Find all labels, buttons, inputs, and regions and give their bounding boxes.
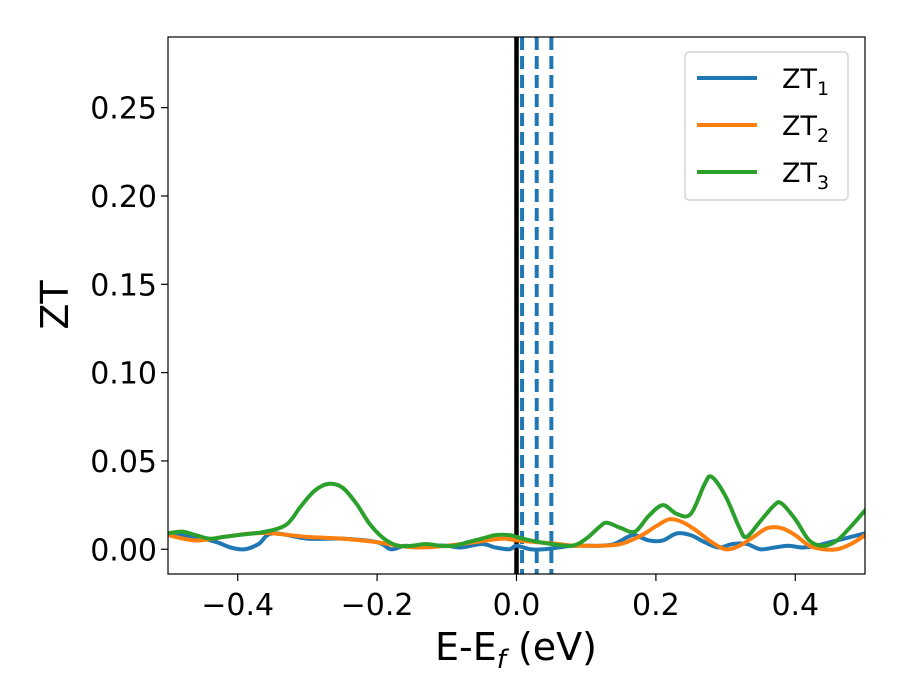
y-tick-label: 0.20 <box>90 180 157 215</box>
legend-label: ZT2 <box>782 111 829 147</box>
series-lines <box>168 474 865 552</box>
legend: ZT1 ZT2 ZT3 <box>684 51 849 201</box>
legend-label: ZT1 <box>782 64 829 100</box>
legend-frame <box>684 51 849 201</box>
series-line-zt2 <box>168 517 865 552</box>
x-axis-label: E-Ef (eV) <box>435 625 597 675</box>
reference-lines <box>514 37 554 574</box>
y-tick-label: 0.15 <box>90 268 157 303</box>
x-tick-label: 0.4 <box>771 588 819 623</box>
x-tick-label: −0.4 <box>201 588 274 623</box>
series-line-zt3 <box>168 474 865 549</box>
y-tick-label: 0.05 <box>90 445 157 480</box>
legend-label: ZT3 <box>782 158 829 194</box>
x-tick-label: 0.2 <box>632 588 680 623</box>
y-axis-ticks: 0.00 0.05 0.10 0.15 0.20 0.25 <box>90 92 168 568</box>
y-tick-label: 0.00 <box>90 533 157 568</box>
y-tick-label: 0.10 <box>90 357 157 392</box>
y-tick-label: 0.25 <box>90 92 157 127</box>
x-tick-label: 0.0 <box>493 588 541 623</box>
x-tick-label: −0.2 <box>341 588 414 623</box>
y-axis-label: ZT <box>33 280 77 330</box>
x-axis-ticks: −0.4 −0.2 0.0 0.2 0.4 <box>201 574 819 623</box>
